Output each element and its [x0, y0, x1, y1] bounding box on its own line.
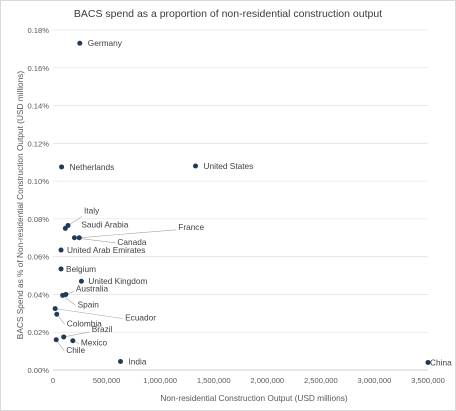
- data-label-chile: Chile: [66, 345, 85, 355]
- chart-title: BACS spend as a proportion of non-reside…: [74, 8, 382, 20]
- leader-line-france: [79, 229, 177, 239]
- data-point-chile: [53, 337, 59, 343]
- data-label-spain: Spain: [78, 299, 100, 309]
- x-tick-label: 500,000: [93, 376, 120, 385]
- data-label-france: France: [178, 222, 204, 232]
- data-label-italy: Italy: [84, 206, 100, 216]
- y-tick-label: 0.14%: [27, 102, 49, 111]
- x-tick-label: 0: [51, 376, 55, 385]
- data-point-germany: [77, 40, 83, 46]
- data-label-colombia: Colombia: [67, 318, 102, 328]
- y-tick-label: 0.08%: [27, 215, 49, 224]
- data-label-ecuador: Ecuador: [125, 313, 156, 323]
- data-point-china: [425, 359, 431, 365]
- x-tick-label: 3,500,000: [411, 376, 445, 385]
- data-point-united-arab-emirates: [58, 247, 64, 253]
- data-point-united-states: [193, 163, 198, 169]
- data-label-canada: Canada: [117, 237, 146, 247]
- x-axis-ticks: 0 500,000 1,000,000 1,500,000 2,000,000 2,500…: [51, 376, 445, 385]
- data-label-germany: Germany: [88, 38, 123, 48]
- leader-line-spain: [62, 295, 76, 306]
- data-label-china: China: [430, 357, 452, 367]
- x-tick-label: 1,500,000: [197, 376, 231, 385]
- data-label-saudi-arabia: Saudi Arabia: [81, 219, 128, 229]
- leader-line-italy: [67, 216, 83, 226]
- x-tick-label: 2,500,000: [304, 376, 338, 385]
- y-tick-label: 0.16%: [27, 64, 49, 73]
- data-label-united-kingdom: United Kingdom: [88, 276, 147, 286]
- y-tick-label: 0.06%: [27, 253, 49, 262]
- data-point-mexico: [70, 338, 76, 344]
- y-axis-title: BACS Spend as % of Non-residential Const…: [15, 71, 25, 340]
- data-point-canada: [71, 235, 77, 241]
- data-point-france: [76, 235, 82, 241]
- grid-lines: [53, 29, 428, 333]
- data-point-saudi-arabia: [62, 225, 68, 231]
- y-tick-label: 0.02%: [27, 328, 49, 337]
- leader-line-ecuador: [55, 308, 124, 319]
- y-tick-label: 0.12%: [27, 139, 49, 148]
- data-label-belgium: Belgium: [66, 264, 96, 274]
- data-label-india: India: [129, 357, 147, 367]
- data-label-mexico: Mexico: [81, 338, 108, 348]
- leader-lines: [55, 216, 177, 351]
- x-tick-label: 3,000,000: [358, 376, 392, 385]
- data-labels: Germany Netherlands United States Italy Saud…: [66, 38, 452, 367]
- y-tick-label: 0.10%: [27, 177, 49, 186]
- y-axis-ticks: 0.00% 0.02% 0.04% 0.06% 0.08% 0.10% 0.12% 0.14%…: [27, 26, 49, 375]
- data-point-spain: [60, 292, 66, 298]
- data-point-belgium: [58, 266, 64, 272]
- y-tick-label: 0.00%: [27, 366, 49, 375]
- y-tick-label: 0.04%: [27, 290, 49, 299]
- data-label-united-arab-emirates: United Arab Emirates: [67, 245, 145, 255]
- x-tick-label: 2,000,000: [250, 376, 284, 385]
- data-label-australia: Australia: [76, 283, 109, 293]
- data-point-india: [118, 359, 123, 364]
- data-point-netherlands: [59, 164, 65, 170]
- x-tick-label: 1,000,000: [143, 376, 177, 385]
- data-point-ecuador: [52, 306, 58, 312]
- data-point-united-kingdom: [78, 278, 84, 284]
- data-points: [52, 40, 431, 365]
- x-axis-title: Non-residential Construction Output (USD…: [160, 393, 347, 403]
- data-point-brazil: [61, 334, 67, 340]
- data-label-netherlands: Netherlands: [70, 162, 115, 172]
- data-point-colombia: [54, 311, 60, 317]
- data-label-united-states: United States: [204, 161, 254, 171]
- leader-line-brazil: [63, 331, 90, 338]
- data-label-brazil: Brazil: [92, 324, 113, 334]
- y-tick-label: 0.18%: [27, 26, 49, 35]
